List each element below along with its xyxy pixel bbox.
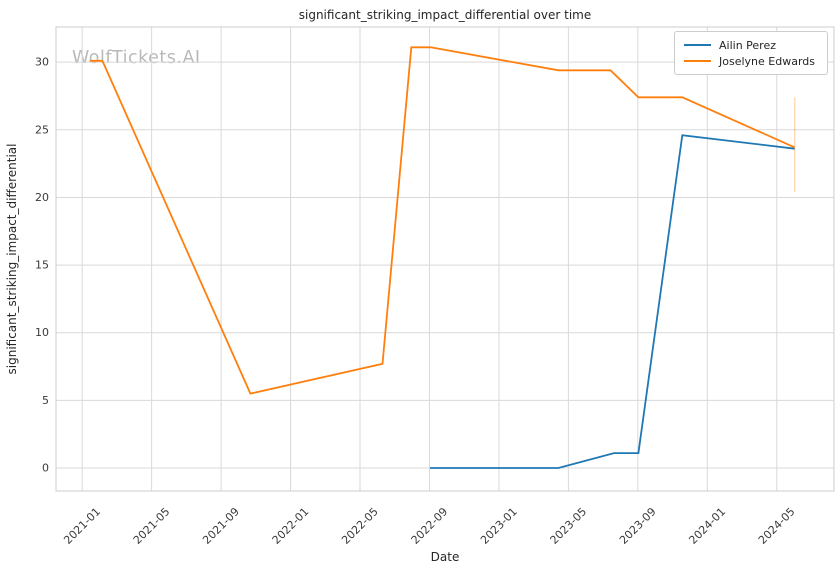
x-tick-label: 2022-09 [409, 505, 451, 547]
y-tick-label: 25 [35, 123, 49, 136]
chart-title: significant_striking_impact_differential… [298, 8, 592, 22]
y-tick-label: 10 [35, 326, 49, 339]
x-tick-label: 2021-01 [61, 505, 103, 547]
x-axis-label: Date [430, 550, 460, 564]
x-tick-label: 2021-09 [200, 505, 242, 547]
x-tick-label: 2024-01 [686, 505, 728, 547]
chart-legend: Ailin Perez Joselyne Edwards [674, 31, 828, 75]
y-tick-label: 5 [42, 394, 49, 407]
y-tick-label: 15 [35, 259, 49, 272]
x-tick-label: 2024-05 [756, 505, 798, 547]
y-tick-label: 30 [35, 56, 49, 69]
series-line-joselyne-edwards [89, 46, 796, 395]
legend-line-swatch-icon [684, 44, 711, 46]
x-tick-label: 2023-01 [478, 505, 520, 547]
legend-item-ailin-perez: Ailin Perez [684, 37, 818, 53]
legend-item-joselyne-edwards: Joselyne Edwards [684, 53, 818, 69]
x-tick-label: 2022-01 [270, 505, 312, 547]
legend-line-swatch-icon [684, 60, 711, 62]
x-tick-label: 2023-09 [617, 505, 659, 547]
series-line-ailin-perez [430, 134, 795, 469]
x-tick-label: 2022-05 [339, 505, 381, 547]
y-tick-label: 20 [35, 191, 49, 204]
x-tick-label: 2021-05 [131, 505, 173, 547]
y-tick-label: 0 [42, 462, 49, 475]
legend-label: Ailin Perez [719, 38, 776, 52]
plot-border [55, 26, 835, 492]
legend-label: Joselyne Edwards [719, 54, 815, 68]
x-tick-label: 2023-05 [548, 505, 590, 547]
y-axis-label: significant_striking_impact_differential [5, 143, 19, 375]
